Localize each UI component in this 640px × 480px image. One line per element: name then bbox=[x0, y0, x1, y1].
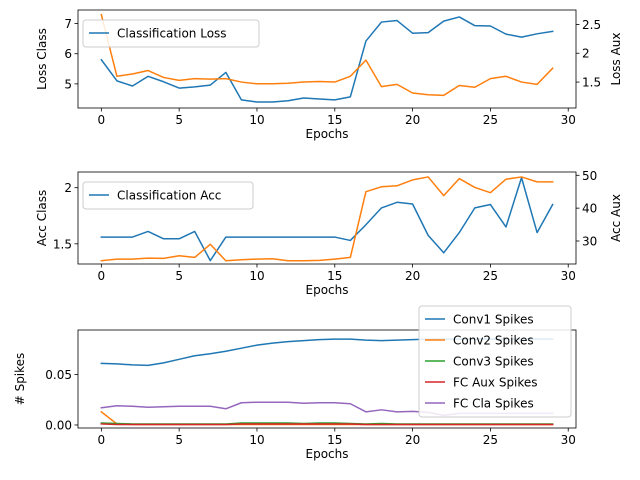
plot-frame bbox=[77, 9, 577, 109]
x-tick-label: 25 bbox=[483, 433, 498, 447]
x-tick-label: 30 bbox=[561, 433, 576, 447]
y-tick-label: 0.00 bbox=[45, 418, 72, 432]
plot-frame bbox=[77, 329, 577, 429]
y-tick-label: 1.5 bbox=[53, 237, 72, 251]
x-tick-label: 30 bbox=[561, 269, 576, 283]
legend-box bbox=[82, 181, 254, 210]
x-axis-label: Epochs bbox=[306, 283, 349, 297]
y-tick-label: 5 bbox=[64, 77, 72, 91]
x-tick-label: 0 bbox=[98, 113, 106, 127]
x-tick-label: 5 bbox=[175, 113, 183, 127]
x-tick-label: 30 bbox=[561, 113, 576, 127]
x-tick-label: 15 bbox=[327, 433, 342, 447]
x-tick-label: 20 bbox=[405, 269, 420, 283]
series-line-2 bbox=[100, 176, 554, 262]
chart-panel-2: 0 5 10 15 20 25 30 Epochs 1.5 2 Acc Class 30 40 50 Acc… bbox=[35, 169, 623, 297]
legend-box bbox=[82, 19, 260, 48]
x-tick-label: 0 bbox=[98, 269, 106, 283]
y-right-tick-label: 1.5 bbox=[582, 76, 601, 90]
legend-label: FC Aux Spikes bbox=[453, 376, 538, 390]
legend-label: FC Cla Spikes bbox=[453, 397, 534, 411]
legend-label: Conv2 Spikes bbox=[453, 334, 534, 348]
x-tick-label: 5 bbox=[175, 433, 183, 447]
series-line-2 bbox=[100, 13, 554, 97]
y-axis-label: Loss Class bbox=[35, 28, 49, 90]
y-axis-label: Acc Class bbox=[35, 190, 49, 247]
legend-label: Classification Loss bbox=[117, 27, 227, 41]
x-tick-label: 5 bbox=[175, 269, 183, 283]
series-line-1 bbox=[100, 16, 554, 103]
legend: Classification Acc bbox=[82, 181, 254, 210]
y-right-axis-label: Loss Aux bbox=[609, 32, 623, 85]
y-right-tick-label: 2.5 bbox=[582, 18, 601, 32]
y-right-tick-label: 50 bbox=[582, 169, 597, 183]
x-tick-label: 20 bbox=[405, 433, 420, 447]
y-right-tick-label: 40 bbox=[582, 202, 597, 216]
chart-panel-1: 0 5 10 15 20 25 30 Epochs 5 6 7 Loss Class 1.5 2 2.5 Lo… bbox=[35, 9, 623, 141]
y-axis-label: # Spikes bbox=[13, 353, 27, 406]
x-tick-label: 15 bbox=[327, 113, 342, 127]
y-tick-label: 2 bbox=[64, 181, 72, 195]
chart-panel-3: 0 5 10 15 20 25 30 Epochs 0.00 0.05 # Spikes Conv1 … bbox=[13, 305, 577, 461]
legend: Conv1 Spikes Conv2 Spikes Conv3 Spikes FC A… bbox=[418, 305, 572, 418]
y-tick-label: 6 bbox=[64, 47, 72, 61]
x-tick-label: 20 bbox=[405, 113, 420, 127]
series-line-4 bbox=[100, 423, 554, 426]
x-tick-label: 25 bbox=[483, 269, 498, 283]
y-tick-label: 7 bbox=[64, 17, 72, 31]
x-tick-label: 15 bbox=[327, 269, 342, 283]
y-tick-label: 0.05 bbox=[45, 368, 72, 382]
plot-frame bbox=[77, 171, 577, 265]
x-tick-label: 25 bbox=[483, 113, 498, 127]
x-tick-label: 0 bbox=[98, 433, 106, 447]
legend: Classification Loss bbox=[82, 19, 260, 48]
series-line-1 bbox=[100, 176, 554, 262]
x-tick-label: 10 bbox=[249, 113, 264, 127]
x-tick-label: 10 bbox=[249, 269, 264, 283]
legend-label: Conv1 Spikes bbox=[453, 313, 534, 327]
x-axis-label: Epochs bbox=[306, 127, 349, 141]
legend-label: Conv3 Spikes bbox=[453, 355, 534, 369]
legend-label: Classification Acc bbox=[117, 189, 221, 203]
y-right-tick-label: 2 bbox=[582, 47, 590, 61]
y-right-axis-label: Acc Aux bbox=[609, 194, 623, 242]
y-right-tick-label: 30 bbox=[582, 235, 597, 249]
legend-box bbox=[418, 305, 572, 418]
x-axis-label: Epochs bbox=[306, 447, 349, 461]
x-tick-label: 10 bbox=[249, 433, 264, 447]
